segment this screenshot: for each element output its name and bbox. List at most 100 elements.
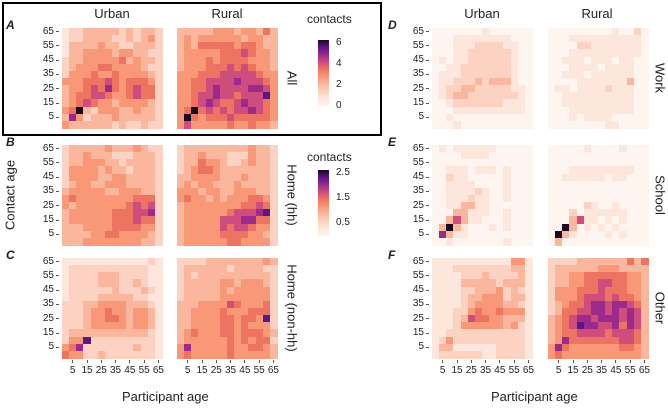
heatmap-cell-d-rural — [576, 106, 585, 115]
heatmap-cell-a-urban — [104, 28, 113, 36]
heatmap-cell-d-urban — [510, 28, 519, 36]
heatmap-cell-b-rural — [184, 202, 192, 210]
heatmap-cell-f-rural — [633, 286, 642, 295]
heatmap-cell-c-urban — [126, 336, 135, 345]
heatmap-cell-b-rural — [255, 187, 264, 196]
heatmap-cell-f-urban — [467, 350, 476, 359]
heatmap-cell-d-rural — [633, 113, 642, 122]
heatmap-cell-c-urban — [140, 258, 149, 266]
heatmap-cell-b-rural — [269, 152, 278, 160]
x-tick-mark — [115, 360, 117, 363]
heatmap-cell-e-rural — [605, 230, 613, 239]
heatmap-cell-b-rural — [255, 209, 264, 218]
heatmap-cell-c-urban — [119, 343, 127, 352]
heatmap-cell-d-rural — [605, 70, 613, 79]
heatmap-cell-f-rural — [576, 315, 585, 323]
heatmap-cell-f-rural — [562, 350, 571, 359]
legend-title-all: contacts — [307, 12, 352, 26]
heatmap-cell-e-urban — [510, 223, 519, 232]
heatmap-cell-d-rural — [555, 99, 563, 108]
heatmap-cell-d-urban — [432, 49, 440, 58]
x-tick-label: 25 — [465, 365, 477, 376]
heatmap-cell-c-rural — [269, 286, 278, 295]
heatmap-cell-b-rural — [241, 152, 250, 160]
heatmap-cell-d-urban — [474, 49, 483, 58]
heatmap-cell-c-rural — [255, 300, 264, 309]
heatmap-cell-b-urban — [112, 145, 120, 153]
heatmap-cell-e-rural — [605, 166, 613, 175]
heatmap-cell-f-rural — [576, 265, 585, 273]
heatmap-cell-e-urban — [439, 216, 447, 225]
heatmap-cell-d-rural — [590, 78, 599, 86]
heatmap-cell-c-rural — [219, 293, 228, 302]
heatmap-cell-a-rural — [212, 78, 221, 86]
heatmap-cell-b-rural — [262, 159, 271, 168]
heatmap-cell-a-rural — [248, 120, 257, 129]
heatmap-cell-d-rural — [569, 92, 578, 101]
heatmap-cell-b-rural — [241, 209, 250, 218]
heatmap-cell-a-rural — [234, 78, 242, 86]
heatmap-cell-c-rural — [205, 329, 214, 338]
y-tick-mark — [56, 148, 59, 150]
heatmap-cell-a-urban — [69, 56, 77, 65]
heatmap-cell-b-rural — [184, 166, 192, 175]
column-header-urban-left: Urban — [94, 6, 130, 21]
heatmap-cell-d-urban — [467, 42, 476, 51]
heatmap-cell-d-urban — [510, 99, 519, 108]
heatmap-cell-b-rural — [191, 202, 200, 210]
heatmap-cell-a-urban — [69, 99, 77, 108]
heatmap-cell-b-rural — [234, 216, 242, 225]
heatmap-cell-b-urban — [83, 237, 92, 246]
heatmap-cell-c-urban — [147, 308, 156, 316]
y-tick-mark — [426, 176, 429, 178]
heatmap-cell-f-rural — [569, 286, 578, 295]
heatmap-cell-f-urban — [496, 293, 505, 302]
heatmap-cell-a-rural — [269, 120, 278, 129]
heatmap-cell-b-rural — [248, 180, 257, 189]
heatmap-cell-f-urban — [446, 322, 455, 331]
x-tick-label: 55 — [253, 365, 265, 376]
heatmap-cell-a-rural — [191, 106, 200, 115]
heatmap-cell-b-rural — [191, 166, 200, 175]
heatmap-cell-d-rural — [576, 78, 585, 86]
heatmap-cell-b-urban — [76, 195, 85, 203]
heatmap-cell-f-urban — [496, 322, 505, 331]
y-tick-mark — [426, 346, 429, 348]
heatmap-cell-f-urban — [446, 293, 455, 302]
heatmap-cell-e-urban — [453, 202, 462, 210]
heatmap-cell-a-rural — [184, 85, 192, 93]
heatmap-cell-a-rural — [241, 42, 250, 51]
heatmap-cell-b-rural — [241, 159, 250, 168]
heatmap-cell-d-rural — [612, 70, 621, 79]
heatmap-cell-c-urban — [119, 265, 127, 273]
heatmap-cell-d-urban — [432, 99, 440, 108]
heatmap-cell-b-urban — [154, 237, 163, 246]
heatmap-cell-d-urban — [503, 56, 512, 65]
heatmap-cell-e-rural — [626, 230, 635, 239]
x-tick-label: 35 — [596, 365, 608, 376]
heatmap-cell-f-rural — [633, 293, 642, 302]
heatmap-cell-c-rural — [234, 329, 242, 338]
heatmap-cell-f-urban — [524, 293, 533, 302]
heatmap-cell-b-urban — [140, 195, 149, 203]
heatmap-cell-a-rural — [241, 35, 250, 43]
heatmap-cell-a-urban — [90, 99, 99, 108]
heatmap-cell-e-urban — [524, 173, 533, 182]
heatmap-cell-e-rural — [548, 216, 556, 225]
heatmap-cell-a-rural — [262, 106, 271, 115]
heatmap-cell-c-urban — [147, 329, 156, 338]
heatmap-cell-d-urban — [496, 92, 505, 101]
heatmap-cell-e-rural — [569, 202, 578, 210]
heatmap-cell-f-rural — [590, 258, 599, 266]
heatmap-cell-d-urban — [489, 56, 497, 65]
heatmap-cell-d-rural — [633, 56, 642, 65]
heatmap-cell-c-rural — [262, 265, 271, 273]
heatmap-cell-f-rural — [576, 336, 585, 345]
heatmap-cell-f-urban — [517, 308, 526, 316]
heatmap-cell-c-urban — [133, 258, 142, 266]
heatmap-cell-f-rural — [598, 279, 606, 288]
heatmap-cell-f-urban — [489, 315, 497, 323]
heatmap-cell-e-rural — [633, 166, 642, 175]
heatmap-cell-e-urban — [510, 166, 519, 175]
heatmap-cell-a-rural — [184, 35, 192, 43]
